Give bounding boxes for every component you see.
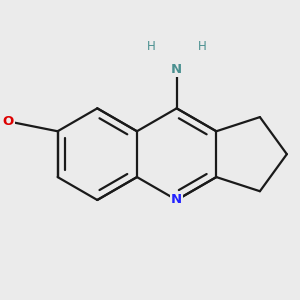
Text: N: N [171,194,182,206]
Text: O: O [3,115,14,128]
Text: H: H [197,40,206,53]
Text: N: N [171,63,182,76]
Text: H: H [147,40,156,53]
